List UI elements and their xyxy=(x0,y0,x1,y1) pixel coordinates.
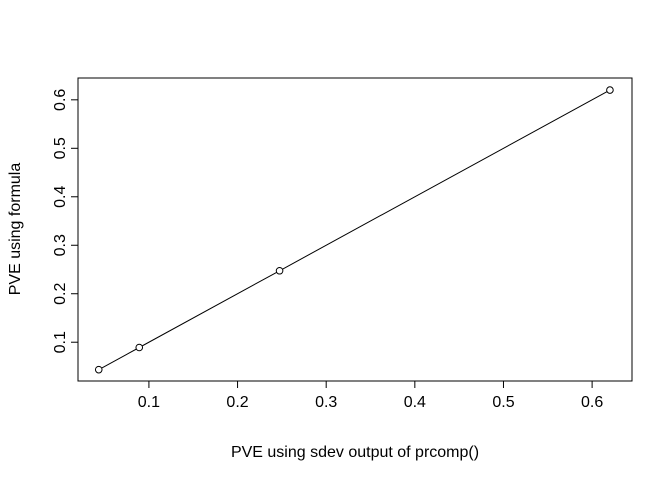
y-tick-label: 0.1 xyxy=(52,331,69,353)
x-tick-label: 0.5 xyxy=(492,394,514,411)
y-axis: 0.1 0.2 0.3 0.4 0.5 0.6 xyxy=(52,89,79,353)
x-tick-label: 0.2 xyxy=(226,394,248,411)
x-tick-label: 0.6 xyxy=(581,394,603,411)
x-tick-label: 0.1 xyxy=(138,394,160,411)
y-tick-label: 0.2 xyxy=(52,283,69,305)
x-axis: 0.1 0.2 0.3 0.4 0.5 0.6 xyxy=(138,380,603,411)
y-tick-label: 0.6 xyxy=(52,89,69,111)
y-tick-label: 0.3 xyxy=(52,234,69,256)
series-line xyxy=(98,89,611,371)
data-points xyxy=(94,86,614,374)
data-point xyxy=(606,86,614,94)
y-axis-label: PVE using formula xyxy=(7,163,24,296)
data-point xyxy=(135,343,144,352)
data-point xyxy=(275,266,284,275)
x-tick-label: 0.3 xyxy=(315,394,337,411)
x-axis-label: PVE using sdev output of prcomp() xyxy=(231,444,479,461)
data-point xyxy=(94,365,103,374)
x-tick-label: 0.4 xyxy=(404,394,426,411)
y-tick-label: 0.5 xyxy=(52,137,69,159)
y-tick-label: 0.4 xyxy=(52,186,69,208)
